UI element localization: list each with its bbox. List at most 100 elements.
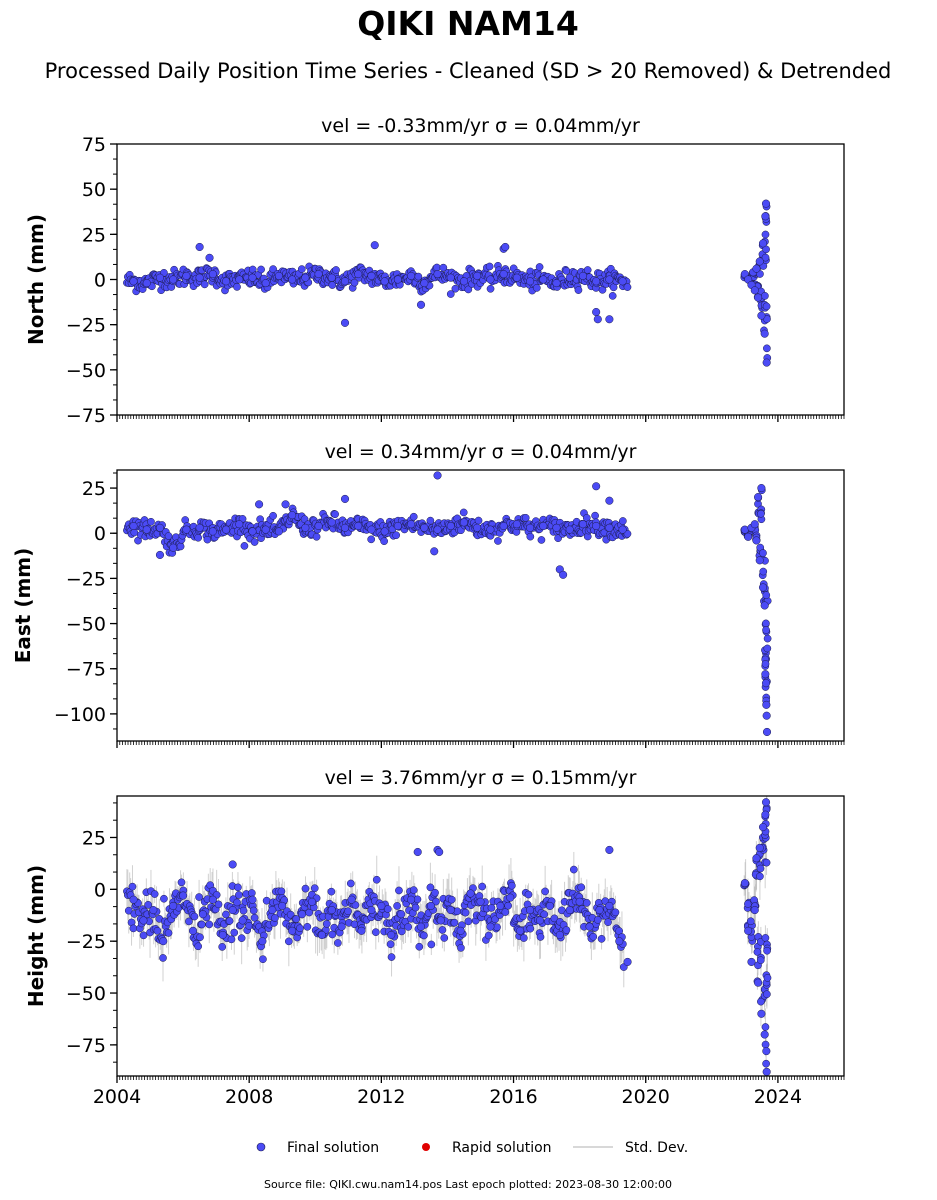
height-data-point [461,908,470,917]
height-x-tick-label: 2016 [489,1086,537,1108]
east-y-axis-label: East (mm) [11,548,35,664]
north-data-point [578,271,587,280]
height-data-point [238,916,247,925]
height-data-point [259,955,267,964]
east-data-point [409,512,418,521]
height-data-point [758,823,768,832]
north-panel: vel = -0.33mm/yr σ = 0.04mm/yr North (mm)… [24,115,845,427]
height-data-point [415,942,424,951]
height-data-point [144,901,153,909]
north-data-point [605,315,614,324]
east-data-point [142,525,151,534]
east-panel: vel = 0.34mm/yr σ = 0.04mm/yr East (mm) −1… [11,441,845,748]
east-data-point [380,527,389,536]
height-data-point [194,942,203,951]
north-data-point [535,263,544,271]
height-data-point [397,910,406,919]
east-data-point [426,516,435,525]
height-data-point [604,918,612,927]
height-data-point [334,939,342,947]
north-data-point [499,270,508,279]
height-data-point [761,798,771,807]
east-data-point [757,509,765,518]
east-data-point [255,500,264,509]
north-data-point [446,273,455,282]
height-data-point [595,906,604,915]
height-y-tick-label: 0 [94,879,106,901]
east-data-point [759,549,767,557]
height-data-point [234,883,242,892]
north-data-point [340,318,350,327]
east-data-point [592,482,601,491]
height-data-point [177,878,186,887]
east-data-point [367,525,376,534]
north-data-point [605,275,614,284]
height-data-point [605,901,614,910]
east-data-point [499,521,508,531]
height-data-point [237,934,246,942]
east-data-point [578,520,587,529]
north-data-point [532,284,541,292]
east-data-point [459,508,468,517]
east-data-point [354,521,363,531]
east-data-point [340,494,350,503]
height-data-point [447,895,456,904]
height-data-point [555,930,564,940]
east-data-point [494,537,502,545]
height-data-point [464,917,473,926]
height-data-point [524,890,533,899]
height-data-point [457,944,465,952]
north-data-point [433,270,442,279]
east-y-tick-label: 0 [94,523,106,545]
legend: Final solution Rapid solution Std. Dev. [256,1140,688,1156]
north-data-point [761,230,770,239]
height-data-point [346,879,355,888]
north-data-point [332,266,340,274]
height-data-point [404,923,413,931]
height-data-point [327,887,336,896]
height-data-point [506,893,515,902]
north-panel-title: vel = -0.33mm/yr σ = 0.04mm/yr [321,115,640,137]
height-data-point [615,937,624,946]
north-data-point [757,311,766,320]
north-data-point [552,279,561,288]
height-data-point [196,933,204,942]
height-data-point [426,883,435,892]
height-data-point [763,990,771,999]
east-y-tick-label: −75 [66,659,106,681]
north-data-point [169,275,178,284]
height-data-point [611,908,620,917]
east-data-point [340,523,350,532]
height-data-point [129,895,138,904]
height-data-point [205,920,214,929]
height-x-tick-label: 2004 [93,1086,141,1108]
height-data-point [438,926,447,934]
north-data-point [327,273,336,282]
north-data-point [420,279,429,288]
height-data-point [222,910,230,919]
height-data-point [258,937,267,946]
east-data-point [762,626,770,634]
height-data-point [562,926,571,934]
north-data-point [763,344,771,353]
height-data-point [526,906,535,915]
east-data-point [459,518,469,527]
height-data-point [128,882,137,891]
north-data-point [233,283,241,291]
east-data-point [367,535,376,544]
height-data-point [432,897,440,906]
north-data-point [539,275,548,284]
east-data-point [526,532,535,541]
east-data-point [176,542,185,551]
north-data-point [623,283,632,291]
height-data-point [536,933,545,941]
height-data-point [347,895,356,904]
north-data-point [755,257,764,266]
height-data-point [228,906,237,915]
east-data-point [433,471,442,480]
height-data-point [761,934,770,942]
north-data-point [565,273,574,282]
north-data-point [155,273,165,282]
height-data-point [239,906,248,915]
north-y-axis-label: North (mm) [24,214,48,345]
